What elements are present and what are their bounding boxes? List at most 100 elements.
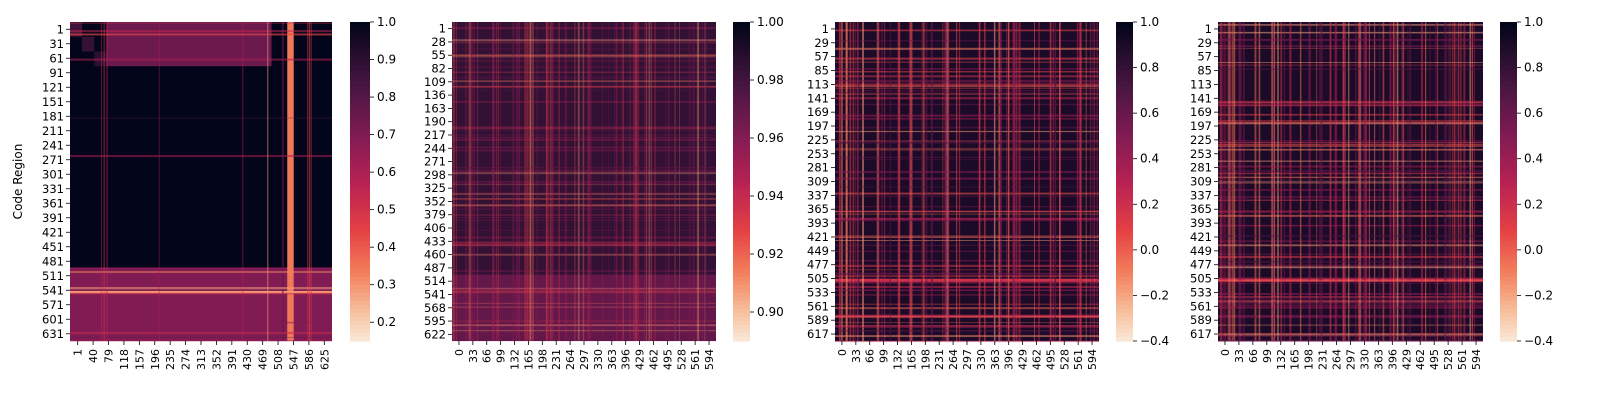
x-tick-label: 165: [905, 349, 918, 370]
heatmap-streak: [1396, 22, 1399, 341]
heatmap-streak: [527, 22, 528, 341]
colorbar-segment: [350, 333, 370, 338]
heatmap-streak: [1457, 22, 1460, 341]
colorbar-segment: [350, 273, 370, 278]
colorbar-segment: [1116, 149, 1133, 155]
colorbar-segment: [1500, 165, 1517, 171]
heatmap-streak: [1218, 172, 1483, 175]
heatmap-streak: [452, 291, 716, 294]
y-tick-label: 331: [42, 182, 64, 196]
heatmap-streak: [645, 22, 648, 341]
x-tick-label: 274: [180, 349, 193, 370]
colorbar-segment: [733, 181, 750, 187]
colorbar-segment: [733, 277, 750, 282]
colorbar-segment: [1116, 249, 1133, 254]
y-tick-label: 309: [807, 175, 829, 189]
x-tick-label: 363: [606, 349, 619, 370]
x-tick-label: 99: [878, 349, 891, 363]
colorbar-segment: [1116, 57, 1133, 63]
colorbar-segment: [350, 33, 370, 39]
colorbar-segment: [350, 49, 370, 55]
colorbar-segment: [1500, 329, 1517, 334]
colorbar-segment: [350, 241, 370, 246]
colorbar-segment: [1116, 189, 1133, 195]
heatmap-streak: [452, 54, 716, 56]
colorbar-segment: [1116, 201, 1133, 207]
heatmap-streak: [1218, 47, 1483, 49]
heatmap-streak: [835, 322, 1099, 324]
heatmap-streak: [452, 57, 716, 59]
x-tick-label: 231: [933, 349, 946, 370]
heatmap-streak: [1093, 22, 1095, 341]
heatmap-streak: [1364, 22, 1366, 341]
heatmap-streak: [452, 181, 716, 183]
colorbar-segment: [733, 33, 750, 39]
colorbar-segment: [1116, 145, 1133, 151]
heatmap-streak: [1096, 22, 1098, 341]
y-tick-label: 121: [42, 80, 64, 94]
heatmap-streak: [551, 22, 554, 341]
heatmap-streak: [1284, 22, 1285, 341]
colorbar-segment: [350, 301, 370, 306]
heatmap-streak: [308, 22, 311, 341]
colorbar-segment: [733, 273, 750, 278]
y-tick-label: 631: [42, 327, 64, 341]
heatmap-streak: [835, 250, 1099, 252]
colorbar-segment: [1116, 53, 1133, 59]
heatmap-streak: [1227, 22, 1230, 341]
heatmap-streak: [636, 22, 638, 341]
heatmap-streak: [835, 260, 1099, 262]
heatmap-streak: [574, 22, 576, 341]
heatmap-streak: [634, 22, 637, 341]
colorbar-segment: [1500, 313, 1517, 318]
y-tick-label: 225: [1190, 133, 1212, 147]
heatmap-streak: [577, 22, 580, 341]
heatmap-streak: [452, 324, 716, 327]
colorbar-tick-label: −0.4: [1140, 334, 1169, 348]
heatmap-streak: [835, 81, 1099, 83]
colorbar-segment: [1116, 337, 1133, 342]
heatmap-streak: [688, 22, 691, 341]
colorbar-segment: [350, 93, 370, 99]
colorbar-segment: [733, 285, 750, 290]
heatmap-streak: [1277, 22, 1279, 341]
colorbar-segment: [350, 269, 370, 274]
heatmap-streak: [1453, 22, 1456, 341]
heatmap-streak: [835, 330, 1099, 332]
heatmap-streak: [1228, 22, 1230, 341]
heatmap-streak: [835, 85, 1099, 88]
colorbar-segment: [1500, 113, 1517, 119]
heatmap-streak: [536, 22, 538, 341]
colorbar-segment: [350, 65, 370, 71]
heatmap-streak: [70, 287, 332, 288]
colorbar-segment: [350, 193, 370, 199]
y-tick-label: 217: [424, 128, 446, 142]
colorbar-segment: [1116, 129, 1133, 135]
colorbar-segment: [1500, 105, 1517, 111]
heatmap-streak: [835, 93, 1099, 95]
colorbar-segment: [350, 297, 370, 302]
heatmap-streak: [835, 314, 1099, 317]
y-tick-label: 151: [42, 95, 64, 109]
colorbar-segment: [1116, 229, 1133, 234]
colorbar-segment: [1116, 22, 1133, 27]
colorbar-segment: [1500, 337, 1517, 342]
heatmap-streak: [550, 22, 552, 341]
heatmap-region: [82, 36, 95, 52]
heatmap-streak: [839, 22, 841, 341]
colorbar-segment: [350, 129, 370, 135]
heatmap-streak: [70, 331, 332, 334]
heatmap-streak: [1258, 22, 1261, 341]
colorbar-segment: [1500, 293, 1517, 298]
heatmap-streak: [158, 22, 160, 341]
x-tick-label: 297: [578, 349, 591, 370]
colorbar-segment: [1500, 101, 1517, 107]
colorbar-segment: [350, 313, 370, 318]
heatmap-streak: [838, 22, 840, 341]
colorbar-segment: [1500, 173, 1517, 179]
colorbar-segment: [350, 165, 370, 171]
heatmap-streak: [70, 58, 332, 61]
colorbar-segment: [350, 309, 370, 314]
colorbar-segment: [1116, 193, 1133, 199]
